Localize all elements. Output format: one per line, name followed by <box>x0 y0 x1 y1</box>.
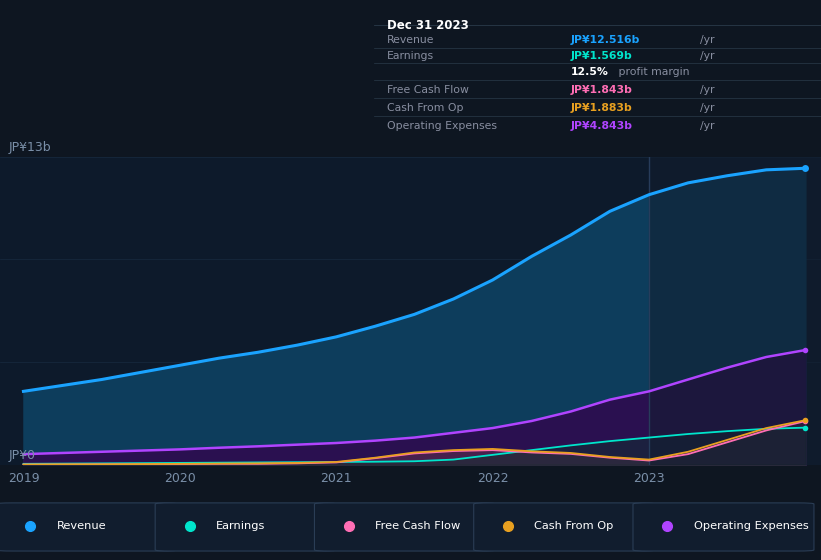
Text: JP¥1.883b: JP¥1.883b <box>571 103 632 113</box>
FancyBboxPatch shape <box>633 503 814 551</box>
Text: Revenue: Revenue <box>57 521 106 531</box>
Text: Dec 31 2023: Dec 31 2023 <box>387 19 469 32</box>
Text: JP¥1.569b: JP¥1.569b <box>571 51 632 61</box>
Text: Operating Expenses: Operating Expenses <box>387 121 497 131</box>
Text: /yr: /yr <box>700 35 715 45</box>
Text: JP¥1.843b: JP¥1.843b <box>571 85 632 95</box>
Text: Cash From Op: Cash From Op <box>534 521 614 531</box>
Bar <box>649 157 821 465</box>
Text: /yr: /yr <box>700 121 715 131</box>
Text: Free Cash Flow: Free Cash Flow <box>375 521 461 531</box>
Text: /yr: /yr <box>700 85 715 95</box>
FancyBboxPatch shape <box>474 503 654 551</box>
Text: profit margin: profit margin <box>615 67 690 77</box>
FancyBboxPatch shape <box>0 503 177 551</box>
FancyBboxPatch shape <box>314 503 495 551</box>
Text: 12.5%: 12.5% <box>571 67 608 77</box>
Text: JP¥4.843b: JP¥4.843b <box>571 121 632 131</box>
Text: Earnings: Earnings <box>387 51 434 61</box>
Text: Operating Expenses: Operating Expenses <box>694 521 809 531</box>
Text: /yr: /yr <box>700 103 715 113</box>
Text: JP¥12.516b: JP¥12.516b <box>571 35 640 45</box>
Text: JP¥0: JP¥0 <box>8 449 35 462</box>
Text: Free Cash Flow: Free Cash Flow <box>387 85 469 95</box>
Text: Revenue: Revenue <box>387 35 434 45</box>
Text: Earnings: Earnings <box>216 521 265 531</box>
Text: /yr: /yr <box>700 51 715 61</box>
Text: Cash From Op: Cash From Op <box>387 103 464 113</box>
Text: JP¥13b: JP¥13b <box>8 141 51 154</box>
FancyBboxPatch shape <box>155 503 336 551</box>
